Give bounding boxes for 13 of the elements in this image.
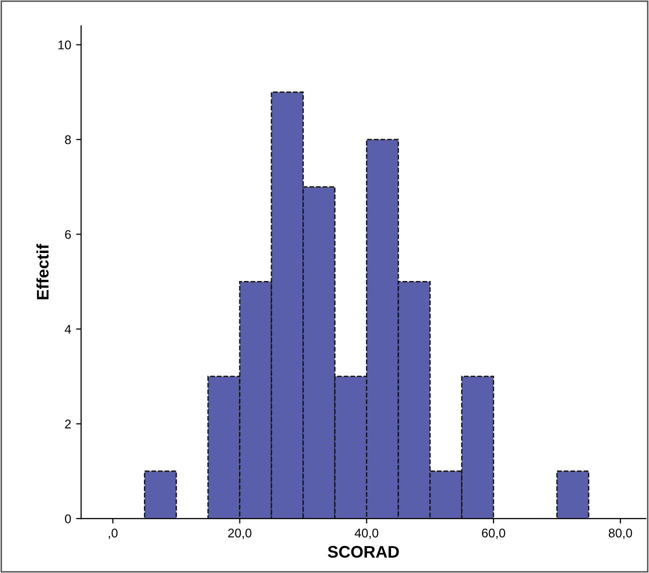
x-axis-title: SCORAD xyxy=(328,546,399,558)
y-axis-title: Effectif xyxy=(36,244,49,300)
y-tick-label: 6 xyxy=(65,230,71,239)
y-tick-label: 8 xyxy=(64,135,71,144)
x-tick-label: ,0 xyxy=(108,528,118,539)
y-tick-label: 4 xyxy=(64,324,72,334)
y-tick-label: 10 xyxy=(58,40,71,50)
x-tick-label: 60,0 xyxy=(482,528,506,539)
x-tick-label: 40,0 xyxy=(354,528,378,539)
y-tick-label: 0 xyxy=(64,514,71,524)
y-tick-label: 2 xyxy=(65,420,71,428)
x-tick-label: 20,0 xyxy=(228,528,252,539)
x-tick-label: 80,0 xyxy=(608,528,632,539)
